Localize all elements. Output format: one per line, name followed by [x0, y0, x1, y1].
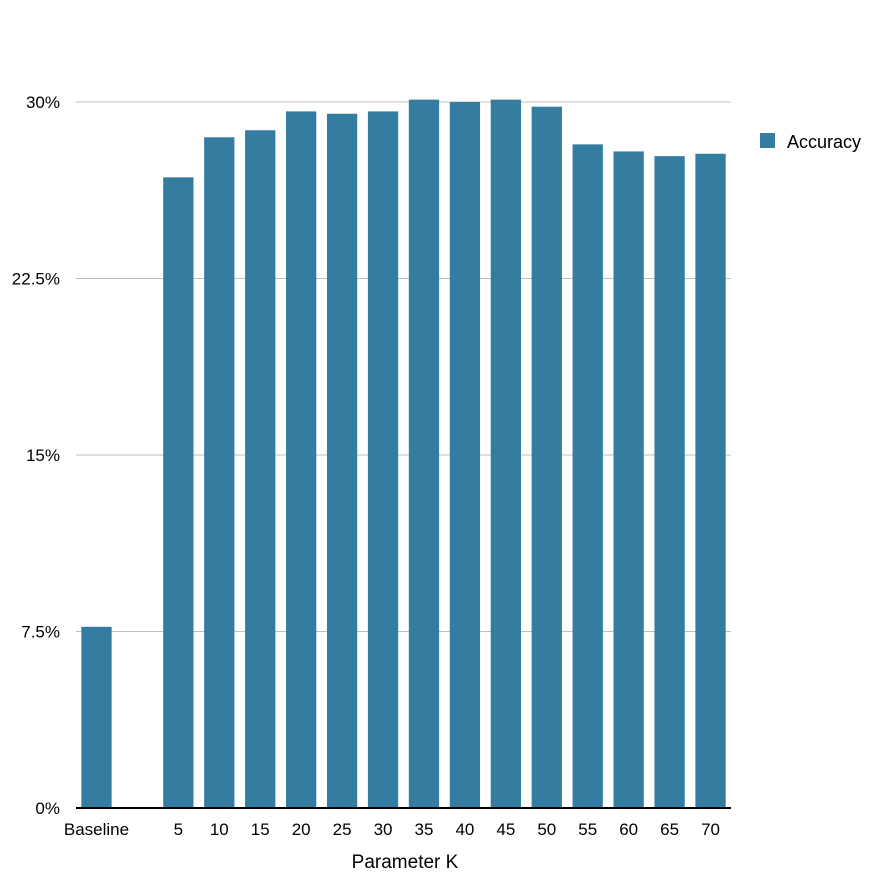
y-tick-label: 15%: [26, 446, 60, 465]
bar: [163, 177, 194, 809]
bar: [613, 151, 644, 809]
x-tick-label: 20: [292, 820, 311, 839]
bar: [490, 99, 521, 808]
legend-swatch: [760, 133, 775, 148]
x-tick-label: 60: [619, 820, 638, 839]
bar: [654, 156, 685, 809]
x-tick-label: 30: [374, 820, 393, 839]
x-tick-label: 70: [701, 820, 720, 839]
x-tick-label: 35: [415, 820, 434, 839]
bar: [245, 130, 276, 809]
bar: [572, 144, 603, 809]
x-tick-label: 10: [210, 820, 229, 839]
x-tick-label: 25: [333, 820, 352, 839]
x-tick-label: 40: [455, 820, 474, 839]
x-axis-title: Parameter K: [352, 852, 459, 873]
bar: [81, 626, 112, 808]
bar: [326, 113, 358, 809]
x-tick-label: Baseline: [64, 820, 129, 839]
bar: [531, 106, 562, 808]
bar: [286, 111, 317, 808]
y-tick-label: 0%: [35, 799, 60, 818]
x-axis-ticks: Baseline 5 10 15 20 25 30 35 40 45 50 55 60 65 70: [64, 820, 720, 839]
x-tick-label: 45: [496, 820, 515, 839]
bar: [204, 137, 235, 809]
y-axis-ticks: 0% 7.5% 15% 22.5% 30%: [12, 93, 60, 818]
x-tick-label: 5: [174, 820, 183, 839]
y-tick-label: 22.5%: [12, 270, 60, 289]
bar: [449, 102, 481, 808]
bar: [408, 99, 440, 808]
bar: [695, 153, 726, 809]
x-tick-label: 55: [578, 820, 597, 839]
legend: Accuracy: [760, 132, 861, 152]
y-tick-label: 30%: [26, 93, 60, 112]
bars: [81, 99, 726, 809]
x-tick-label: 65: [660, 820, 679, 839]
x-tick-label: 15: [251, 820, 270, 839]
y-tick-label: 7.5%: [21, 623, 60, 642]
legend-label-accuracy: Accuracy: [787, 132, 861, 152]
bar: [367, 111, 399, 808]
x-tick-label: 50: [537, 820, 556, 839]
